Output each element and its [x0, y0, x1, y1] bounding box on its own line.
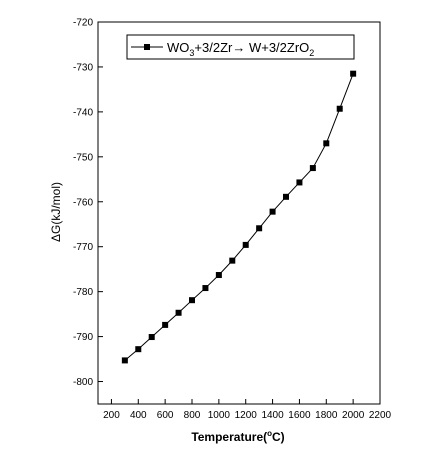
x-tick-label: 1600 [288, 410, 311, 421]
data-point [175, 309, 182, 316]
series-line [124, 73, 354, 361]
data-point [135, 346, 142, 353]
y-tick-label: -780 [73, 287, 93, 298]
data-point [229, 257, 236, 264]
x-axis-label-degree: o [267, 429, 272, 438]
legend-part-product: W+3/2ZrO [245, 40, 309, 55]
y-tick-label: -770 [73, 242, 93, 253]
data-point [256, 225, 263, 232]
x-axis-label: Temperature(oC) [191, 429, 284, 444]
y-tick-label: -730 [73, 62, 93, 73]
legend-box [126, 34, 355, 60]
data-point [162, 321, 169, 328]
x-tick-label: 2200 [369, 410, 392, 421]
x-tick-label: 1800 [315, 410, 338, 421]
y-tick-label: -790 [73, 332, 93, 343]
legend-part-sub3: 3 [189, 48, 194, 58]
data-point [202, 285, 209, 292]
x-tick-label: 400 [130, 410, 147, 421]
y-tick-label: -800 [73, 377, 93, 388]
x-tick-label: 1400 [261, 410, 284, 421]
axis-ticks: 200 400 600 800 1000 1200 1400 1600 1800 2000 2200… [73, 18, 392, 422]
data-point [323, 140, 330, 147]
data-point [121, 357, 128, 364]
x-axis-label-end: C) [272, 430, 285, 444]
x-tick-label: 1000 [208, 410, 231, 421]
x-tick-label: 2000 [342, 410, 365, 421]
data-point [350, 70, 357, 77]
legend-part-sub2: 2 [309, 48, 314, 58]
data-point [336, 105, 343, 112]
legend-part-zr: +3/2Zr [194, 40, 233, 55]
legend-marker [144, 44, 150, 50]
x-tick-label: 800 [184, 410, 201, 421]
y-tick-label: -720 [73, 18, 93, 29]
data-point [148, 334, 155, 341]
data-point [283, 193, 289, 200]
data-point [215, 272, 222, 279]
data-point [242, 241, 249, 248]
data-point [296, 179, 303, 186]
legend: WO3+3/2Zr→ W+3/2ZrO2 [126, 34, 355, 60]
legend-part-arrow: → [232, 40, 245, 55]
legend-part-wo: WO [167, 40, 189, 55]
y-tick-label: -760 [73, 197, 93, 208]
data-point [189, 297, 195, 304]
x-tick-label: 1200 [235, 410, 258, 421]
plot-frame [97, 21, 381, 405]
y-tick-label: -740 [73, 107, 93, 118]
x-tick-label: 600 [157, 410, 174, 421]
x-axis-label-main: Temperature( [191, 430, 267, 444]
y-tick-label: -750 [73, 152, 93, 163]
data-point [269, 208, 276, 215]
x-tick-label: 200 [103, 410, 120, 421]
legend-label: WO3+3/2Zr→ W+3/2ZrO2 [167, 40, 314, 58]
series-layer [121, 70, 357, 364]
data-point [309, 165, 316, 172]
y-axis-label: ΔG(kJ/mol) [49, 182, 63, 242]
